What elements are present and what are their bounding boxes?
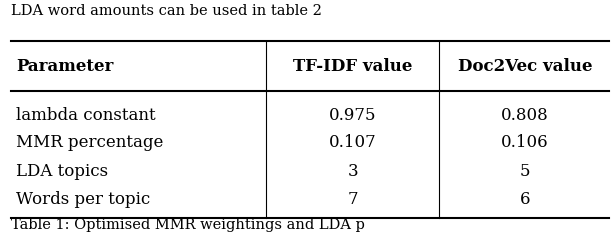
Text: lambda constant: lambda constant [16,107,155,124]
Text: LDA word amounts can be used in table 2: LDA word amounts can be used in table 2 [11,4,322,17]
Text: MMR percentage: MMR percentage [16,134,163,151]
Text: 3: 3 [348,163,359,180]
Text: 0.106: 0.106 [501,134,549,151]
Text: TF-IDF value: TF-IDF value [293,58,413,75]
Text: 7: 7 [348,191,359,208]
Text: Table 1: Optimised MMR weightings and LDA p: Table 1: Optimised MMR weightings and LD… [11,219,365,232]
Text: Doc2Vec value: Doc2Vec value [458,58,592,75]
Text: 0.107: 0.107 [329,134,377,151]
Text: Words per topic: Words per topic [16,191,150,208]
Text: Parameter: Parameter [16,58,113,75]
Text: 0.975: 0.975 [329,107,377,124]
Text: 0.808: 0.808 [501,107,549,124]
Text: LDA topics: LDA topics [16,163,108,180]
Text: 6: 6 [520,191,531,208]
Text: 5: 5 [520,163,531,180]
